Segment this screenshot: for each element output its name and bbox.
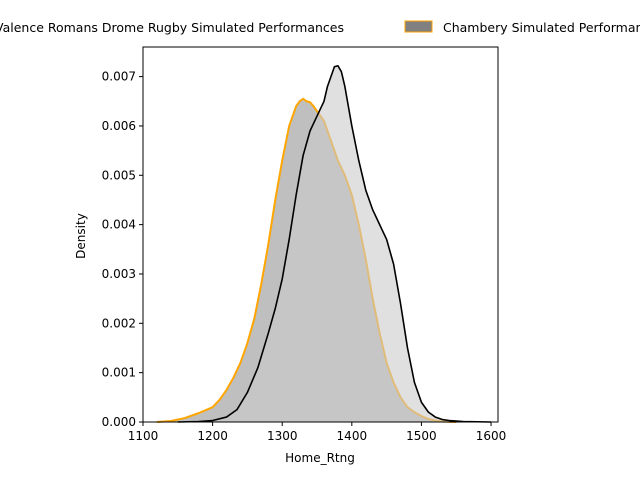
y-tick-label: 0.006 — [102, 119, 136, 133]
y-tick-label: 0.005 — [102, 168, 136, 182]
y-tick-label: 0.007 — [102, 70, 136, 84]
y-axis-title: Density — [74, 213, 88, 259]
y-axis: 0.000 0.001 0.002 0.003 0.004 0.005 0.006 0.007 — [102, 70, 143, 429]
x-tick-label: 1300 — [267, 429, 298, 443]
y-tick-label: 0.001 — [102, 366, 136, 380]
plot-frame — [142, 46, 499, 423]
legend-label-chambery: Chambery Simulated Performances — [443, 20, 640, 35]
y-tick-label: 0.004 — [102, 218, 136, 232]
y-tick-label: 0.003 — [102, 267, 136, 281]
legend-swatch-chambery — [404, 20, 433, 33]
x-tick-label: 1500 — [406, 429, 437, 443]
x-tick-label: 1100 — [128, 429, 159, 443]
density-areas — [156, 64, 492, 423]
y-tick-label: 0.000 — [102, 415, 136, 429]
line-valence — [177, 64, 492, 423]
x-tick-label: 1400 — [337, 429, 368, 443]
x-tick-label: 1600 — [476, 429, 507, 443]
x-axis: 1100 1200 1300 1400 1500 1600 — [128, 422, 507, 443]
legend: Valence Romans Drome Rugby Simulated Per… — [0, 20, 640, 35]
area-valence — [177, 65, 492, 422]
y-tick-label: 0.002 — [102, 316, 136, 330]
x-tick-label: 1200 — [197, 429, 228, 443]
x-axis-title: Home_Rtng — [285, 451, 355, 465]
legend-label-valence: Valence Romans Drome Rugby Simulated Per… — [0, 20, 344, 35]
